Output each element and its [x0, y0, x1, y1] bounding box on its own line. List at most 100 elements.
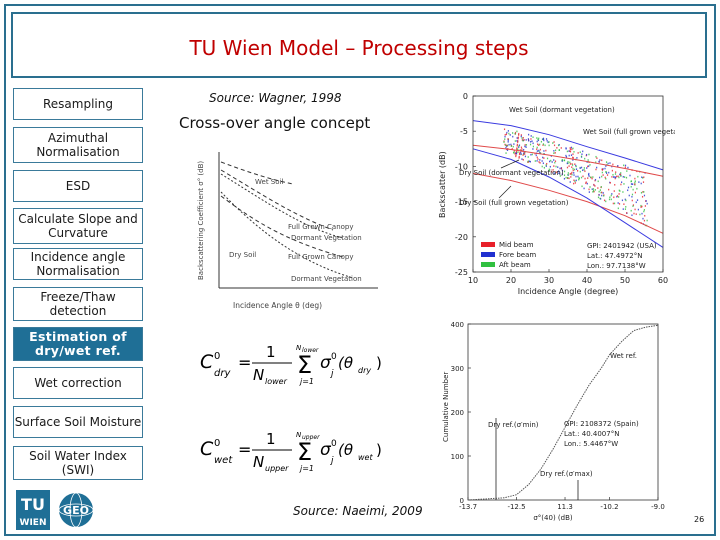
- step-esd[interactable]: ESD: [13, 170, 143, 202]
- scatter-point: [614, 173, 617, 175]
- scatter-point: [611, 176, 613, 178]
- scatter-point: [516, 143, 518, 146]
- scatter-point: [567, 173, 569, 176]
- legend-label: Mid beam: [499, 241, 534, 249]
- scatter-point: [551, 170, 553, 173]
- logo-wien: WIEN: [20, 518, 47, 528]
- scatter-point: [520, 146, 523, 149]
- annot-wet-full: Wet Soil (full grown vegetation): [583, 128, 675, 136]
- scatter-point: [626, 212, 628, 214]
- scatter-point: [542, 143, 545, 145]
- scatter-point: [630, 209, 632, 212]
- step-wet-correction[interactable]: Wet correction: [13, 367, 143, 399]
- chart2-xtick-label: -10.2: [600, 503, 618, 511]
- scatter-point: [641, 205, 643, 208]
- chart1-ytick-label: -20: [455, 233, 468, 242]
- legend-swatch: [481, 242, 495, 247]
- scatter-point: [543, 139, 545, 142]
- scatter-point: [545, 149, 547, 152]
- chart1-ytick-label: -15: [455, 198, 468, 207]
- scatter-point: [585, 181, 587, 184]
- scatter-point: [598, 160, 600, 163]
- scatter-point: [567, 177, 569, 179]
- scatter-point: [624, 176, 626, 178]
- scatter-point: [624, 208, 627, 210]
- scatter-point: [614, 183, 616, 186]
- scatter-point: [537, 139, 540, 142]
- scatter-point: [605, 161, 608, 163]
- step-resampling[interactable]: Resampling: [13, 88, 143, 120]
- eq-wet-sum-top: N: [296, 431, 302, 439]
- step-surface-soil-moisture[interactable]: Surface Soil Moisture: [13, 406, 143, 438]
- eq-wet-den-sub: upper: [265, 464, 289, 473]
- scatter-point: [644, 214, 646, 217]
- step-freeze-thaw[interactable]: Freeze/Thaw detection: [13, 287, 143, 321]
- scatter-point: [505, 152, 507, 154]
- scatter-point: [640, 206, 642, 208]
- scatter-point: [578, 177, 580, 180]
- scatter-point: [588, 165, 590, 167]
- eq-dry-lhs: C: [200, 351, 214, 373]
- scatter-point: [563, 159, 565, 162]
- scatter-point: [541, 160, 543, 162]
- step-dry-wet-ref[interactable]: Estimation of dry/wet ref.: [13, 327, 143, 361]
- scatter-point: [568, 177, 570, 180]
- scatter-point: [536, 150, 538, 152]
- scatter-point: [548, 168, 550, 171]
- scatter-point: [543, 166, 545, 169]
- scatter-point: [515, 155, 517, 158]
- scatter-point: [504, 134, 506, 136]
- scatter-point: [601, 171, 603, 174]
- eq-wet-term-sub: j: [329, 456, 334, 466]
- step-azimuthal-normalisation[interactable]: Azimuthal Normalisation: [13, 127, 143, 163]
- sketch-curve-wet-canopy: [220, 169, 334, 231]
- scatter-point: [619, 173, 621, 176]
- scatter-point: [518, 146, 520, 149]
- scatter-point: [553, 150, 555, 152]
- scatter-point: [578, 178, 580, 181]
- scatter-point: [571, 166, 573, 169]
- scatter-point: [581, 153, 583, 156]
- scatter-point: [584, 157, 586, 160]
- scatter-point: [565, 156, 568, 158]
- scatter-point: [508, 132, 510, 135]
- scatter-point: [646, 202, 648, 205]
- scatter-point: [605, 171, 607, 173]
- scatter-point: [604, 167, 606, 170]
- scatter-point: [541, 165, 543, 168]
- step-slope-curvature[interactable]: Calculate Slope and Curvature: [13, 208, 143, 244]
- scatter-point: [515, 152, 517, 154]
- tu-wien-geo-logo: TU WIEN GEO: [16, 490, 126, 532]
- source-naeimi: Source: Naeimi, 2009: [293, 504, 423, 518]
- scatter-point: [642, 181, 645, 183]
- scatter-point: [571, 171, 573, 174]
- scatter-point: [618, 193, 620, 195]
- source-wagner: Source: Wagner, 1998: [209, 91, 342, 105]
- scatter-point: [640, 191, 643, 194]
- scatter-point: [553, 165, 555, 167]
- scatter-point: [506, 131, 508, 134]
- scatter-point: [594, 178, 597, 181]
- eq-wet-sum-top-sub: upper: [302, 434, 320, 441]
- scatter-point: [571, 164, 574, 166]
- scatter-point: [561, 169, 564, 172]
- scatter-point: [618, 176, 620, 179]
- scatter-point: [632, 205, 634, 207]
- scatter-point: [528, 160, 531, 163]
- scatter-point: [569, 163, 572, 165]
- scatter-point: [615, 171, 617, 173]
- annot-wet-dormant: Wet Soil (dormant vegetation): [509, 106, 615, 114]
- step-swi[interactable]: Soil Water Index (SWI): [13, 446, 143, 480]
- svg-text:=: =: [238, 353, 251, 372]
- scatter-point: [531, 153, 533, 156]
- chart1-xtick-label: 10: [468, 276, 478, 285]
- step-incidence-normalisation[interactable]: Incidence angle Normalisation: [13, 248, 143, 280]
- scatter-point: [529, 160, 531, 163]
- scatter-point: [514, 140, 516, 142]
- scatter-point: [644, 205, 646, 207]
- backscatter-chart: 0 -5 -10 -15 -20 -25 10 20 30 40 50 60 Backscatter…: [438, 92, 675, 296]
- equation-dry: C 0 dry = 1 N lower N lower Σ j=1 σ 0 j …: [200, 338, 390, 390]
- scatter-point: [559, 175, 561, 177]
- sketch-label-dv1: Dormant Vegetation: [291, 234, 362, 242]
- sketch-label-fgc1: Full Grown Canopy: [288, 223, 354, 231]
